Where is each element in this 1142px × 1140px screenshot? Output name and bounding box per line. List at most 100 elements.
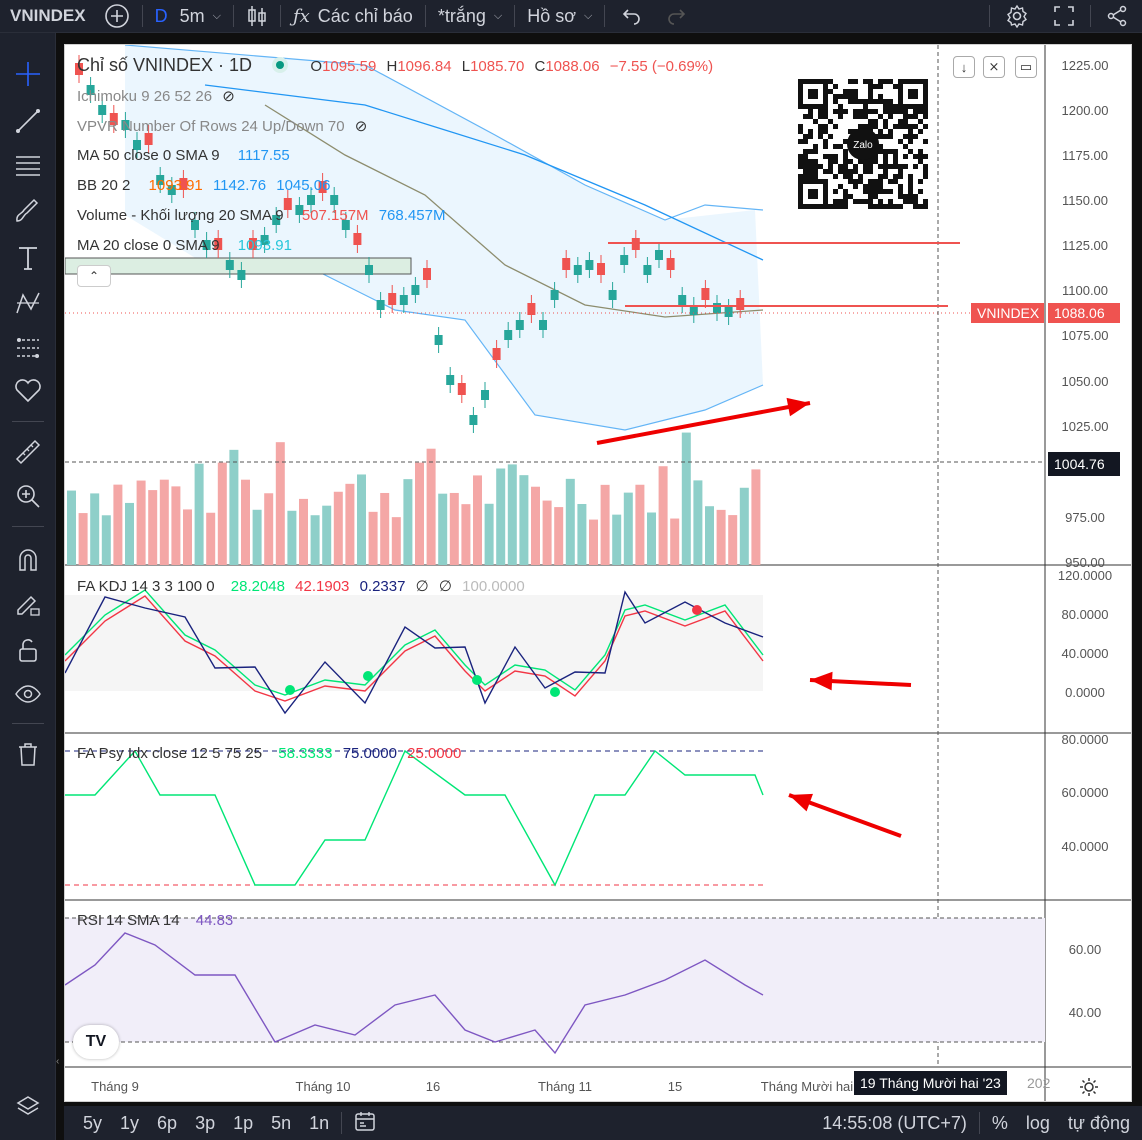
- settings-button[interactable]: [993, 0, 1041, 33]
- qr-module: [818, 129, 823, 134]
- qr-module: [923, 124, 928, 129]
- drawing-toolbar: [0, 33, 56, 1140]
- hide-tool[interactable]: [12, 678, 44, 710]
- qr-module: [873, 194, 878, 199]
- legend-vpvr[interactable]: VPVR Number Of Rows 24 Up/Down 70 ⊘: [77, 118, 368, 135]
- legend-rsi[interactable]: RSI 14 SMA 14 44.83: [77, 912, 234, 929]
- qr-module: [853, 184, 858, 189]
- redo-button[interactable]: [656, 0, 696, 33]
- qr-module: [828, 159, 833, 164]
- time-axis-settings-button[interactable]: [1077, 1075, 1101, 1099]
- range-5d[interactable]: 5n: [271, 1112, 292, 1133]
- maximize-pane-button[interactable]: ▭: [1015, 56, 1037, 78]
- pattern-tool[interactable]: [12, 288, 44, 320]
- log-scale-toggle[interactable]: log: [1025, 1112, 1050, 1133]
- timezone-clock[interactable]: 14:55:08 (UTC+7): [822, 1112, 967, 1133]
- toolbar-divider: [978, 1112, 980, 1134]
- toolbar-divider: [514, 5, 516, 27]
- lock-tool[interactable]: [12, 634, 44, 666]
- qr-module: [853, 79, 858, 84]
- symbol-search-button[interactable]: VNINDEX: [10, 6, 86, 25]
- legend-ma50[interactable]: MA 50 close 0 SMA 9 1117.55: [77, 147, 290, 164]
- range-1d[interactable]: 1n: [309, 1112, 330, 1133]
- candle-body: [214, 238, 223, 250]
- tradingview-logo[interactable]: TV: [73, 1025, 119, 1059]
- qr-module: [828, 89, 833, 94]
- volume-bar: [159, 479, 169, 565]
- range-6m[interactable]: 6p: [157, 1112, 178, 1133]
- collapse-legend-button[interactable]: ⌃: [77, 265, 111, 287]
- qr-module: [903, 109, 908, 114]
- eye-off-icon[interactable]: ⊘: [354, 118, 368, 135]
- eye-off-icon[interactable]: ⊘: [222, 88, 235, 105]
- text-tool[interactable]: [12, 242, 44, 274]
- candle-body: [573, 265, 582, 275]
- qr-module: [838, 184, 843, 189]
- volume-bar: [461, 504, 471, 565]
- template-dropdown[interactable]: *trắng ⌵: [429, 0, 511, 33]
- crosshair-tool[interactable]: [12, 58, 44, 90]
- measure-tool[interactable]: [12, 436, 44, 468]
- object-tree-button[interactable]: [12, 1091, 44, 1123]
- prediction-tool[interactable]: [12, 332, 44, 364]
- price-scale-label: 950.00: [1065, 555, 1105, 570]
- qr-module: [908, 114, 913, 119]
- chart-type-button[interactable]: [237, 0, 277, 33]
- legend-volume[interactable]: Volume - Khối lượng 20 SMA 9 507.157M 76…: [77, 207, 446, 224]
- legend-ma20[interactable]: MA 20 close 0 SMA 9 1093.91: [77, 237, 292, 254]
- fib-tool[interactable]: [12, 150, 44, 182]
- zoom-tool[interactable]: [12, 480, 44, 512]
- qr-module: [868, 159, 873, 164]
- chart-svg[interactable]: 1225.00 1200.00 1175.00 1150.00 1125.00 1100.…: [65, 45, 1132, 1102]
- qr-module: [883, 124, 888, 129]
- percent-scale-toggle[interactable]: %: [991, 1112, 1008, 1133]
- qr-module: [833, 154, 838, 159]
- fullscreen-button[interactable]: [1041, 0, 1087, 33]
- range-1m[interactable]: 1p: [233, 1112, 254, 1133]
- qr-module: [838, 114, 843, 119]
- volume-bar: [473, 475, 482, 565]
- magnet-tool[interactable]: [12, 543, 44, 575]
- indicators-button[interactable]: ƒx Các chỉ báo: [284, 0, 422, 33]
- volume-bar: [403, 479, 413, 565]
- qr-module: [848, 99, 853, 104]
- qr-module: [878, 149, 883, 154]
- legend-psy[interactable]: FA Psy Idx close 12 5 75 25 58.3333 75.0…: [77, 745, 462, 762]
- qr-module: [808, 89, 818, 99]
- symbol-price-tag: VNINDEX: [971, 303, 1044, 323]
- volume-bar: [507, 464, 517, 565]
- collapse-pane-button[interactable]: ⨯: [983, 56, 1005, 78]
- share-button[interactable]: [1094, 0, 1142, 33]
- favorites-tool[interactable]: [12, 374, 44, 406]
- lock-drawings-tool[interactable]: [12, 589, 44, 621]
- undo-button[interactable]: [608, 0, 656, 33]
- qr-module: [858, 179, 863, 184]
- legend-bb[interactable]: BB 20 2 1093.91 1142.76 1045.06: [77, 177, 331, 194]
- profile-dropdown[interactable]: Hồ sơ ⌵: [518, 0, 601, 33]
- interval-dropdown[interactable]: D 5m ⌵: [146, 0, 230, 33]
- legend-kdj[interactable]: FA KDJ 14 3 3 100 0 28.2048 42.1903 0.23…: [77, 578, 525, 595]
- compare-symbol-button[interactable]: [95, 0, 139, 33]
- auto-scale-toggle[interactable]: tự động: [1067, 1112, 1130, 1133]
- volume-bar: [612, 514, 622, 565]
- chart-canvas[interactable]: 1225.00 1200.00 1175.00 1150.00 1125.00 1100.…: [64, 44, 1132, 1102]
- qr-module: [918, 159, 923, 164]
- range-1y[interactable]: 1y: [120, 1112, 140, 1133]
- goto-date-button[interactable]: [345, 1110, 385, 1137]
- range-5y[interactable]: 5y: [83, 1112, 103, 1133]
- remove-tool[interactable]: [12, 738, 44, 770]
- indicators-label: Các chỉ báo: [317, 5, 413, 26]
- rsi-line: [65, 932, 764, 1055]
- collapse-toolbar-handle[interactable]: ‹: [56, 1056, 60, 1067]
- range-3m[interactable]: 3p: [195, 1112, 216, 1133]
- qr-module: [878, 199, 883, 204]
- move-pane-down-button[interactable]: ↓: [953, 56, 975, 78]
- volume-bar: [449, 492, 459, 565]
- time-axis-label: Tháng 10: [296, 1079, 351, 1094]
- trendline-tool[interactable]: [12, 105, 44, 137]
- brush-tool[interactable]: [12, 196, 44, 228]
- legend-ichimoku[interactable]: Ichimoku 9 26 52 26 ⊘: [77, 88, 235, 105]
- chart-title[interactable]: Chỉ số VNINDEX · 1D: [77, 55, 253, 75]
- qr-logo: Zalo: [853, 140, 873, 151]
- volume-bar: [229, 449, 239, 565]
